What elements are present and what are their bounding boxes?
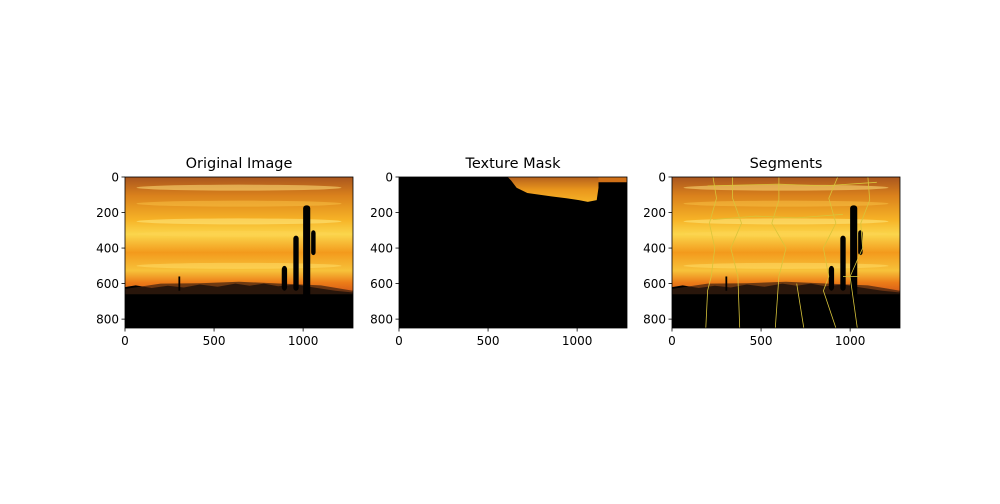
cloud-band — [683, 184, 889, 191]
mask-background — [399, 177, 627, 328]
y-tick-label: 0 — [385, 170, 393, 184]
y-tick-label: 200 — [643, 206, 666, 220]
y-tick-label: 600 — [96, 277, 119, 291]
segment-boundary — [712, 213, 844, 220]
segment-boundary — [822, 177, 839, 328]
segment-boundary — [730, 177, 742, 328]
panel-title: Texture Mask — [464, 156, 561, 172]
y-tick-label: 600 — [643, 277, 666, 291]
y-tick-label: 200 — [96, 206, 119, 220]
y-tick-label: 0 — [658, 170, 666, 184]
cloud-band — [136, 230, 342, 237]
x-tick-label: 0 — [121, 334, 129, 348]
panel-3: 0 500 1000 0 200 400 600 800 Segments — [643, 156, 901, 348]
ground — [125, 283, 353, 328]
panel-title: Segments — [750, 156, 823, 172]
cactus-arm — [840, 235, 846, 291]
cloud-band — [683, 218, 889, 225]
y-tick-label: 400 — [96, 241, 119, 255]
panel-1: 0 500 1000 0 200 400 600 800 Original Image — [96, 156, 354, 348]
axes-frame — [398, 176, 628, 329]
panel-2: 0 500 1000 0 200 400 600 800 Texture Mask — [370, 156, 628, 348]
cactus-arm — [828, 265, 835, 291]
x-tick-label: 1000 — [288, 334, 319, 348]
small-cactus — [178, 276, 181, 291]
y-tick-label: 400 — [643, 241, 666, 255]
mask-sky-region — [598, 177, 627, 183]
cactus-arm — [293, 235, 299, 291]
axes-frame — [671, 176, 901, 329]
segment-boundary — [771, 177, 787, 328]
x-tick-label: 0 — [395, 334, 403, 348]
y-tick-label: 600 — [370, 277, 393, 291]
axes-frame — [124, 176, 354, 329]
y-tick-label: 200 — [370, 206, 393, 220]
cactus-arm — [311, 230, 316, 256]
x-tick-label: 500 — [750, 334, 773, 348]
cloud-band — [683, 230, 889, 237]
y-tick-label: 800 — [370, 312, 393, 326]
image-mask — [399, 177, 627, 328]
ground — [672, 283, 900, 328]
y-tick-label: 800 — [643, 312, 666, 326]
y-tick-label: 0 — [111, 170, 119, 184]
saguaro — [303, 205, 311, 298]
image-sunset — [125, 177, 353, 328]
segment-boundary — [796, 283, 805, 328]
small-cactus — [725, 276, 728, 291]
y-tick-label: 800 — [96, 312, 119, 326]
x-tick-label: 1000 — [835, 334, 866, 348]
cloud-band — [136, 262, 342, 269]
cactus-arm — [281, 265, 288, 291]
x-tick-label: 500 — [203, 334, 226, 348]
x-tick-label: 0 — [668, 334, 676, 348]
saguaro — [850, 205, 858, 298]
image-segments — [672, 177, 900, 328]
cloud-band — [683, 262, 889, 269]
cloud-band — [136, 200, 342, 207]
segment-boundary — [705, 177, 717, 328]
x-tick-label: 1000 — [562, 334, 593, 348]
mask-sky-region — [507, 177, 599, 202]
cloud-band — [136, 218, 342, 225]
y-tick-label: 400 — [370, 241, 393, 255]
cloud-band — [136, 184, 342, 191]
segment-boundary — [849, 177, 871, 328]
panel-title: Original Image — [186, 156, 293, 172]
segment-boundary — [707, 181, 877, 187]
x-tick-label: 500 — [477, 334, 500, 348]
